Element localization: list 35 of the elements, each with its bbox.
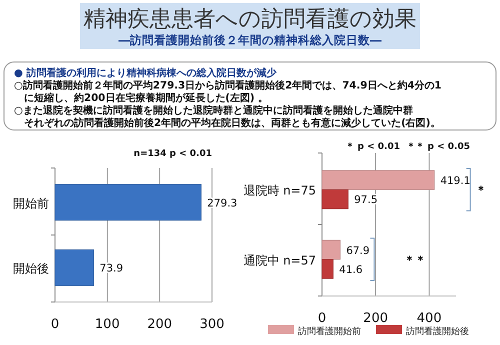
text: ＊＊ p < 0.05 — [406, 142, 470, 152]
data-label: 97.5 — [354, 194, 378, 206]
x-tick-label: 300 — [200, 317, 224, 332]
y-tick-label: 通院中 n=57 — [243, 253, 316, 268]
text: それぞれの訪問看護開始前後2年間の平均在院日数は、両群とも有意に減少していた(右図)。 — [14, 117, 440, 129]
y-tick-label: 退院時 n=75 — [243, 184, 316, 198]
data-label: 67.9 — [346, 244, 370, 257]
text: 精神疾患患者への訪問看護の効果 — [84, 7, 416, 32]
bar — [322, 189, 348, 210]
y-tick-label: 開始後 — [13, 262, 49, 276]
bar — [322, 240, 340, 260]
data-label: 73.9 — [100, 262, 124, 275]
text: ＊ — [475, 184, 486, 197]
x-tick-label: 0 — [318, 311, 326, 326]
text: に短縮し、約200日在宅療養期間が延長した(左図) 。 — [14, 92, 268, 104]
text: ○訪問看護開始前２年間の平均279.3日から訪問看護開始後2年間では、74.9日へと約4分の1 — [14, 80, 442, 92]
text: n=134 p < 0.01 — [134, 149, 212, 159]
annotation: ＊＊ — [404, 253, 426, 266]
y-tick-label: 開始前 — [13, 196, 49, 210]
bar — [322, 170, 435, 190]
legend-label: 訪問看護開始後 — [406, 326, 469, 337]
data-label: 41.6 — [339, 264, 363, 276]
data-label: 419.1 — [440, 175, 470, 188]
text: ● 訪問看護の利用により精神科病棟への総入院日数が減少 — [14, 67, 278, 79]
x-tick-label: 0 — [50, 317, 60, 332]
x-tick-label: 200 — [363, 311, 388, 326]
x-tick-label: 100 — [94, 317, 120, 332]
x-tick-label: 200 — [147, 317, 172, 332]
text: ＊ p < 0.01 — [345, 142, 400, 152]
legend-label: 訪問看護開始前 — [298, 326, 361, 337]
text: ○また退院を契機に訪問看護を開始した退院時群と通院中に訪問看護を開始した通院中群 — [14, 104, 413, 116]
text: ―訪問看護開始前後２年間の精神科総入院日数― — [118, 33, 382, 47]
bar — [322, 259, 334, 279]
x-tick-label: 400 — [416, 311, 442, 326]
data-label: 279.3 — [207, 197, 238, 210]
